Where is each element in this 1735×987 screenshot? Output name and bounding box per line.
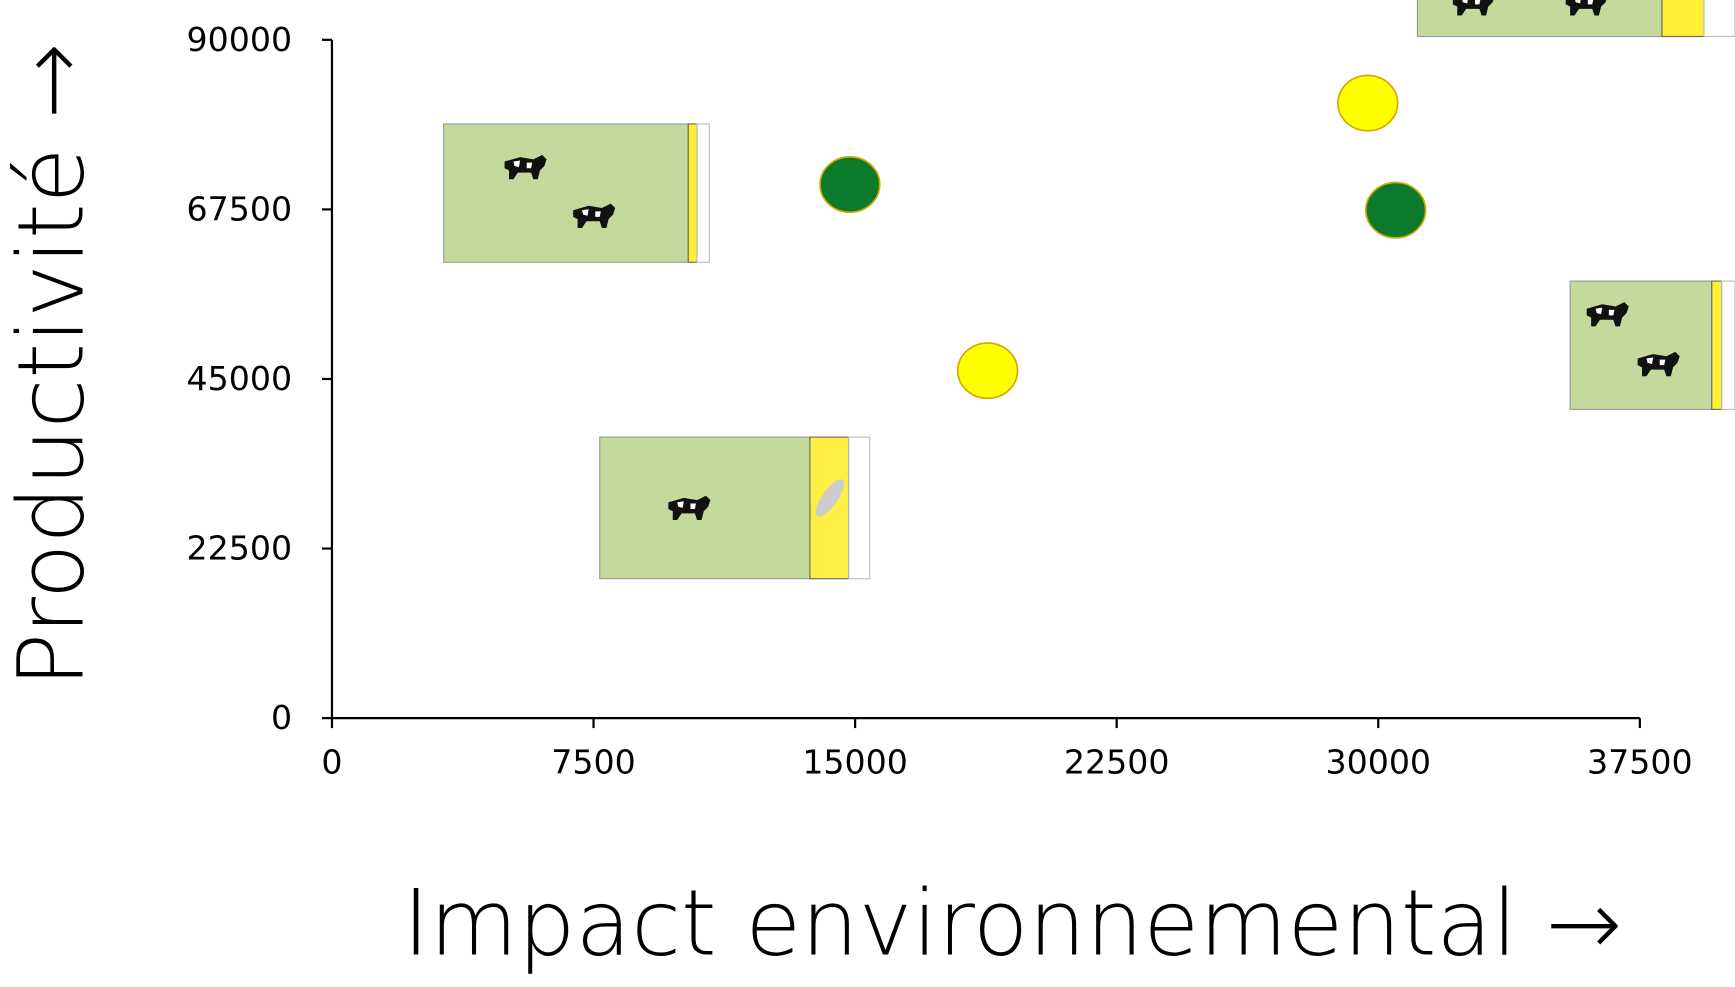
x-tick-label: 22500 (1064, 742, 1170, 781)
x-tick-label: 30000 (1325, 742, 1431, 781)
y-tick-label: 67500 (187, 189, 293, 228)
point (1364, 181, 1427, 239)
farm-icon (599, 436, 871, 580)
x-tick-label: 15000 (802, 742, 908, 781)
y-axis-title: Productivité → (0, 43, 105, 688)
farm-icons (443, 0, 1735, 580)
farm-icon (1569, 280, 1735, 410)
farm-icon (1416, 0, 1735, 38)
y-tick-label: 45000 (187, 359, 293, 398)
point (819, 156, 881, 214)
y-tick-label: 90000 (187, 20, 293, 59)
y-tick-label: 22500 (187, 529, 293, 568)
x-tick-label: 7500 (551, 742, 635, 781)
x-tick-label: 37500 (1587, 742, 1693, 781)
farm-icon (443, 123, 710, 263)
x-tick-label: 0 (321, 742, 342, 781)
point (956, 342, 1019, 400)
point (1337, 74, 1399, 132)
x-axis-title: Impact environnemental → (403, 871, 1622, 976)
y-tick-label: 0 (271, 698, 292, 737)
